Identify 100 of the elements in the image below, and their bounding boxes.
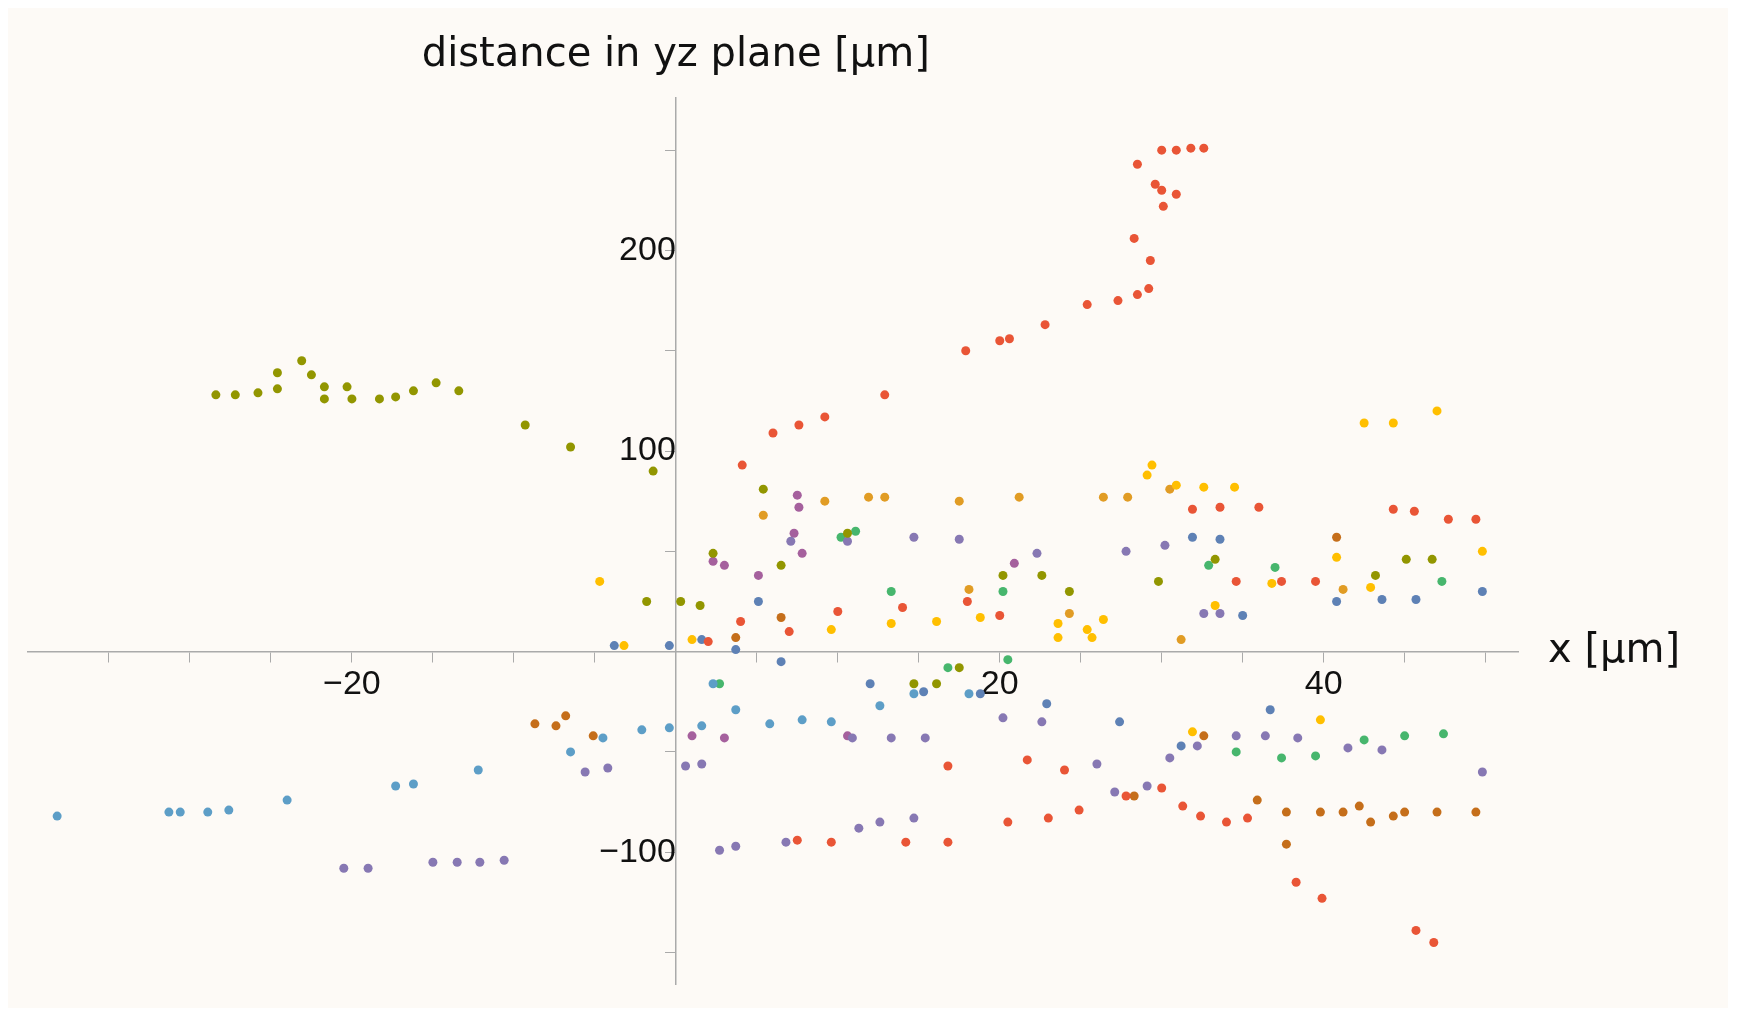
point xyxy=(1401,554,1411,564)
point xyxy=(297,356,307,366)
point xyxy=(776,560,786,570)
point xyxy=(1121,546,1131,556)
point xyxy=(909,532,919,542)
point xyxy=(1315,715,1325,725)
point xyxy=(792,490,802,500)
point xyxy=(408,779,418,789)
point xyxy=(1204,560,1214,570)
point xyxy=(1014,492,1024,502)
point xyxy=(1477,586,1487,596)
point xyxy=(1087,633,1097,643)
point xyxy=(1142,470,1152,480)
point xyxy=(1082,625,1092,635)
point xyxy=(1231,731,1241,741)
point xyxy=(1366,582,1376,592)
point xyxy=(758,484,768,494)
point xyxy=(1176,635,1186,645)
point xyxy=(566,442,576,452)
point xyxy=(520,420,530,430)
point xyxy=(843,528,852,538)
point xyxy=(786,536,796,546)
point xyxy=(687,731,697,741)
point xyxy=(681,761,691,771)
point xyxy=(1265,705,1275,715)
point xyxy=(920,733,930,743)
point xyxy=(765,719,775,729)
point xyxy=(975,613,985,623)
point xyxy=(1160,540,1170,550)
point xyxy=(1388,811,1398,821)
point xyxy=(664,641,674,651)
point xyxy=(664,723,674,733)
point xyxy=(1338,807,1348,817)
point xyxy=(851,526,861,536)
point xyxy=(52,811,62,821)
point xyxy=(1332,532,1342,542)
point xyxy=(598,733,608,743)
point xyxy=(203,807,213,817)
point xyxy=(1293,733,1303,743)
point xyxy=(1215,609,1225,619)
point xyxy=(428,857,438,867)
point xyxy=(431,378,441,388)
point xyxy=(676,596,686,606)
point xyxy=(1064,609,1074,619)
point xyxy=(1098,615,1108,625)
point xyxy=(1260,731,1270,741)
point xyxy=(687,635,697,645)
point xyxy=(642,596,652,606)
point xyxy=(1238,611,1248,621)
point xyxy=(1053,633,1063,643)
point xyxy=(1432,406,1442,416)
point xyxy=(708,556,718,566)
point xyxy=(1210,554,1220,564)
point xyxy=(1432,807,1442,817)
point xyxy=(797,548,807,558)
point xyxy=(932,617,942,627)
point xyxy=(1037,570,1047,580)
point xyxy=(864,492,874,502)
point xyxy=(454,386,464,396)
point xyxy=(1110,787,1120,797)
point xyxy=(1123,492,1133,502)
point xyxy=(363,863,373,873)
point xyxy=(847,733,857,743)
point xyxy=(1171,480,1181,490)
point xyxy=(1165,753,1175,763)
point xyxy=(566,747,576,757)
point xyxy=(1129,791,1139,801)
point xyxy=(954,534,964,544)
point xyxy=(1311,751,1321,761)
point xyxy=(1115,717,1125,727)
point xyxy=(794,502,804,512)
point xyxy=(1199,731,1209,741)
point xyxy=(1187,532,1197,542)
point xyxy=(1042,699,1052,709)
y-tick-label: −100 xyxy=(599,830,676,869)
point xyxy=(964,689,974,699)
point xyxy=(875,817,885,827)
point xyxy=(1267,578,1277,588)
point xyxy=(224,805,234,815)
point xyxy=(1252,795,1262,805)
point xyxy=(230,390,240,400)
point xyxy=(306,370,316,380)
point xyxy=(1332,552,1342,562)
point xyxy=(1187,727,1197,737)
point xyxy=(595,576,605,586)
point xyxy=(715,845,725,855)
point xyxy=(1053,619,1063,629)
point xyxy=(473,765,483,775)
x-tick-label: 40 xyxy=(1304,663,1343,702)
point xyxy=(753,596,763,606)
point xyxy=(697,721,707,731)
point xyxy=(1153,576,1163,586)
point xyxy=(1400,731,1410,741)
x-axis-title: x [μm] xyxy=(1548,625,1681,672)
point xyxy=(797,715,807,725)
point xyxy=(1427,554,1437,564)
point xyxy=(499,855,509,865)
point xyxy=(1037,717,1047,727)
point xyxy=(319,394,329,404)
point xyxy=(708,548,718,558)
